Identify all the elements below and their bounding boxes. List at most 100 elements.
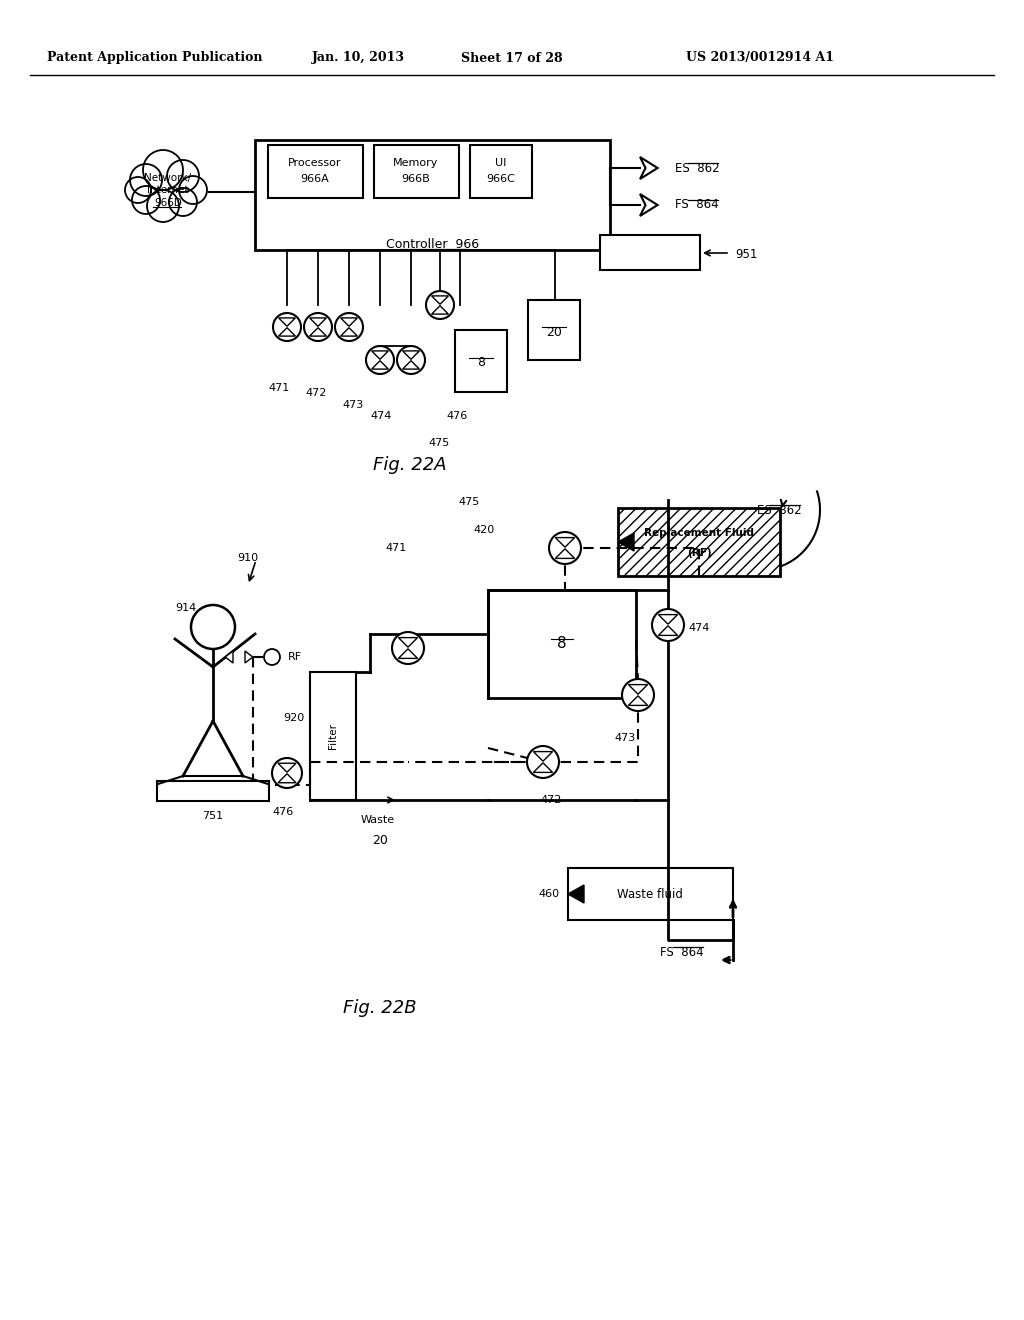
Circle shape (264, 649, 280, 665)
Circle shape (622, 678, 654, 711)
Bar (157, 781, 269, 801)
Polygon shape (555, 549, 574, 558)
Polygon shape (402, 360, 420, 370)
Text: 8: 8 (557, 636, 567, 652)
Text: Patent Application Publication: Patent Application Publication (47, 51, 263, 65)
Text: 475: 475 (428, 438, 450, 447)
Text: FS  864: FS 864 (660, 945, 703, 958)
Text: Waste fluid: Waste fluid (617, 887, 683, 900)
Polygon shape (398, 638, 418, 647)
Circle shape (426, 290, 454, 319)
Circle shape (272, 758, 302, 788)
Text: 472: 472 (305, 388, 327, 399)
Text: 476: 476 (272, 807, 293, 817)
Text: 474: 474 (370, 411, 391, 421)
Circle shape (167, 160, 199, 191)
Text: 420: 420 (474, 525, 495, 535)
Polygon shape (640, 157, 657, 180)
Bar (374, 145, 459, 198)
Polygon shape (640, 194, 657, 216)
Text: 476: 476 (446, 411, 467, 421)
Text: Controller  966: Controller 966 (386, 239, 479, 252)
Text: 966C: 966C (486, 174, 515, 183)
Polygon shape (629, 696, 647, 705)
Polygon shape (278, 763, 296, 772)
Circle shape (132, 186, 160, 214)
Text: UI: UI (496, 158, 507, 168)
Polygon shape (629, 685, 647, 694)
Polygon shape (534, 763, 553, 772)
Polygon shape (309, 318, 327, 326)
Text: Fig. 22A: Fig. 22A (373, 455, 446, 474)
Circle shape (179, 176, 207, 205)
Polygon shape (568, 884, 584, 903)
Text: 473: 473 (342, 400, 364, 411)
Text: 471: 471 (268, 383, 289, 393)
Text: RF: RF (288, 652, 302, 663)
Bar (255, 140, 610, 249)
Circle shape (273, 313, 301, 341)
Circle shape (143, 150, 183, 190)
Bar (470, 145, 532, 198)
Text: Internet: Internet (147, 185, 188, 195)
Text: 8: 8 (477, 356, 485, 370)
Circle shape (397, 346, 425, 374)
Circle shape (366, 346, 394, 374)
Bar (568, 869, 733, 920)
Text: 914: 914 (175, 603, 196, 612)
Polygon shape (341, 327, 357, 337)
Polygon shape (658, 626, 678, 635)
Text: 475: 475 (458, 498, 479, 507)
Circle shape (335, 313, 362, 341)
Circle shape (130, 164, 162, 195)
Circle shape (527, 746, 559, 777)
Text: 20: 20 (372, 833, 388, 846)
Text: 966D: 966D (154, 198, 182, 209)
Text: 20: 20 (546, 326, 562, 338)
Bar (268, 145, 362, 198)
Polygon shape (618, 533, 634, 550)
Text: 966B: 966B (401, 174, 430, 183)
Text: Sheet 17 of 28: Sheet 17 of 28 (461, 51, 563, 65)
Text: Jan. 10, 2013: Jan. 10, 2013 (311, 51, 404, 65)
Polygon shape (534, 751, 553, 762)
Text: 474: 474 (688, 623, 710, 634)
Polygon shape (555, 537, 574, 548)
Polygon shape (431, 306, 449, 314)
Text: Network/: Network/ (144, 173, 191, 183)
Circle shape (304, 313, 332, 341)
Circle shape (549, 532, 581, 564)
Text: 910: 910 (237, 553, 258, 564)
Circle shape (191, 605, 234, 649)
Polygon shape (402, 351, 420, 359)
Circle shape (147, 190, 179, 222)
Text: US 2013/0012914 A1: US 2013/0012914 A1 (686, 51, 834, 65)
Text: 471: 471 (385, 543, 407, 553)
Text: Memory: Memory (393, 158, 438, 168)
Text: (RF): (RF) (687, 548, 712, 558)
Bar (618, 508, 780, 576)
Text: Replacement Fluid: Replacement Fluid (644, 528, 754, 539)
Circle shape (652, 609, 684, 642)
Polygon shape (279, 318, 295, 326)
Text: 473: 473 (614, 733, 635, 743)
Text: 472: 472 (540, 795, 561, 805)
Text: Fig. 22B: Fig. 22B (343, 999, 417, 1016)
Polygon shape (431, 296, 449, 305)
Bar (600, 235, 700, 271)
Polygon shape (372, 360, 388, 370)
Polygon shape (225, 651, 233, 663)
Text: ES  862: ES 862 (675, 161, 720, 174)
Bar (455, 330, 507, 392)
Text: Filter: Filter (328, 723, 338, 748)
Polygon shape (279, 327, 295, 337)
Text: 460: 460 (539, 888, 560, 899)
Text: 920: 920 (284, 713, 305, 723)
Circle shape (392, 632, 424, 664)
Text: Processor: Processor (288, 158, 342, 168)
Text: 751: 751 (203, 810, 223, 821)
Bar (488, 590, 636, 698)
Circle shape (125, 177, 151, 203)
Polygon shape (245, 651, 253, 663)
Text: ES  862: ES 862 (757, 503, 802, 516)
